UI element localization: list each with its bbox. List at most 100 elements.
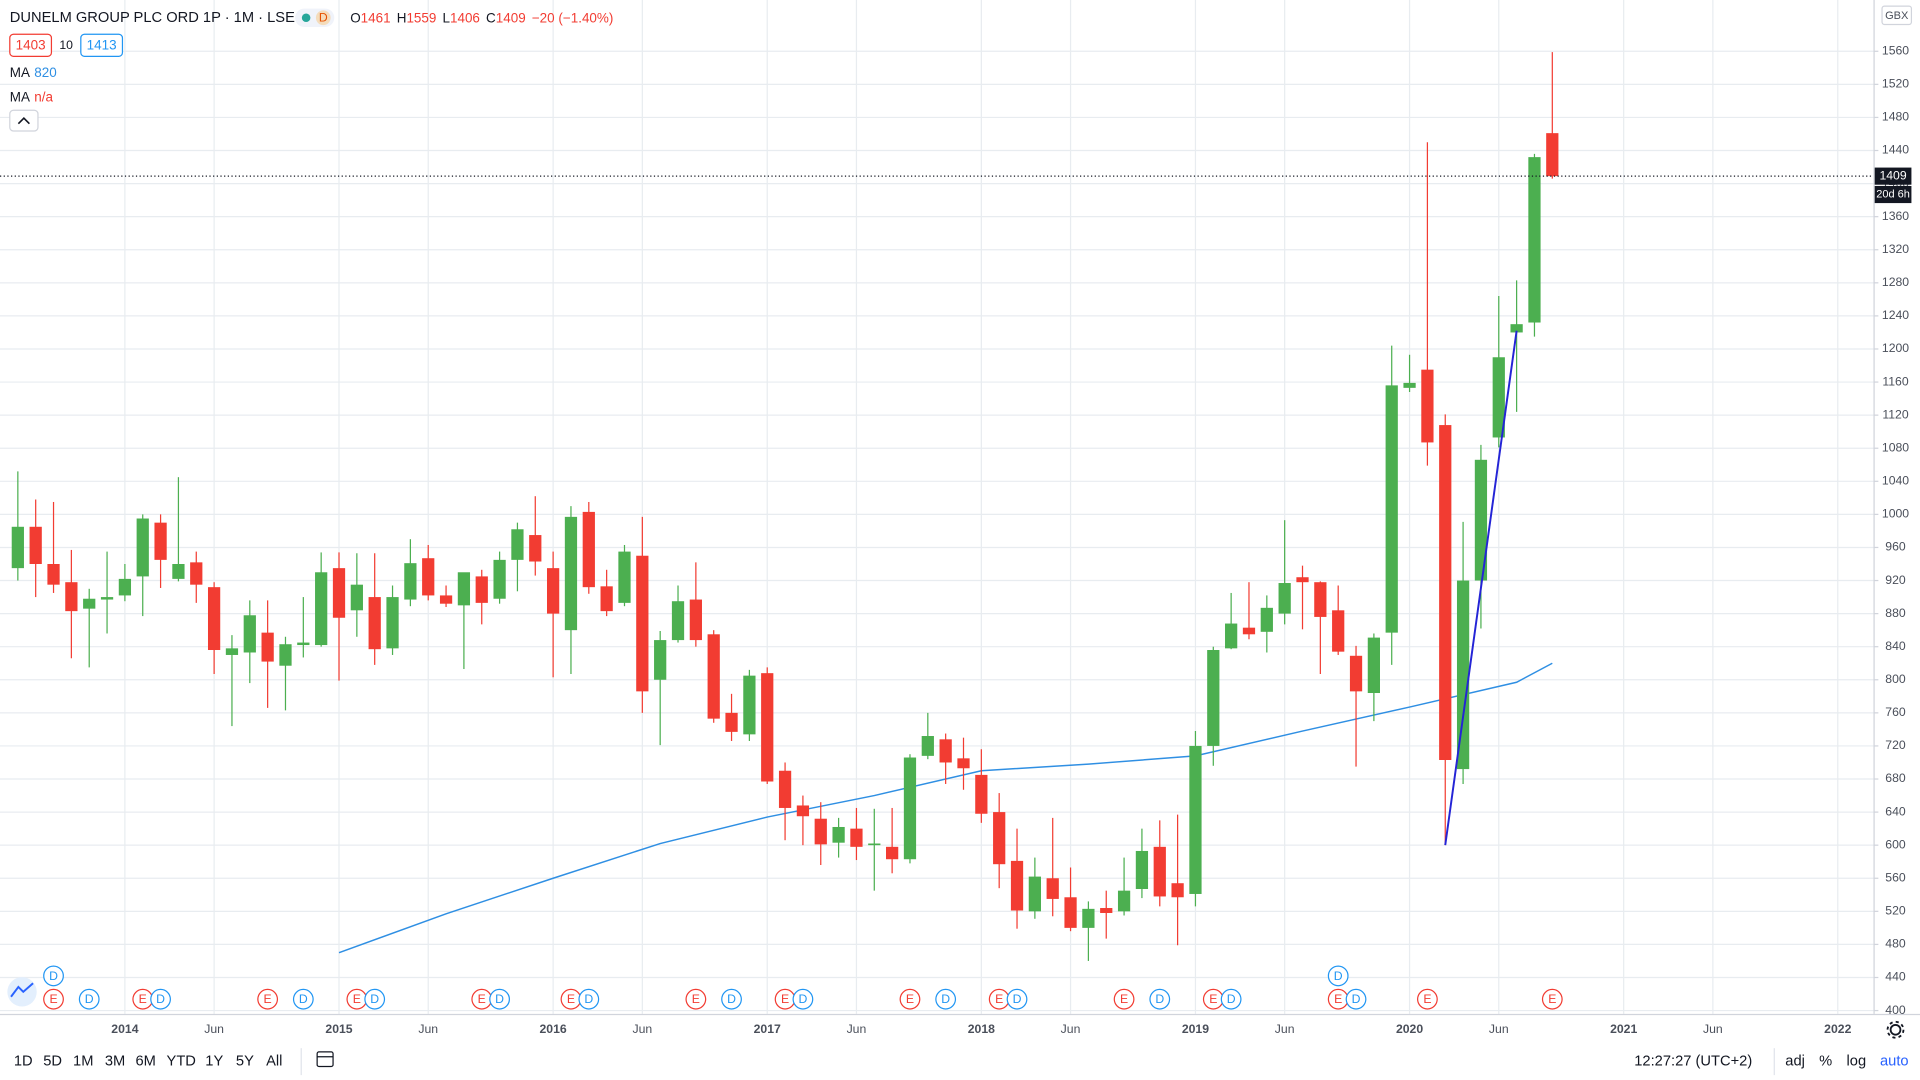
range-button[interactable]: 1D xyxy=(14,1054,33,1070)
y-tick-label: 560 xyxy=(1885,870,1906,884)
event-marker[interactable] xyxy=(292,988,314,1010)
ohlc-change: −20 (−1.40%) xyxy=(532,10,614,25)
calendar-icon[interactable] xyxy=(316,1051,334,1068)
event-marker[interactable] xyxy=(935,988,957,1010)
range-button[interactable]: YTD xyxy=(167,1054,196,1070)
event-marker[interactable] xyxy=(899,988,921,1010)
x-tick-label: 2019 xyxy=(1182,1022,1209,1036)
indicator-name: MA xyxy=(10,90,30,105)
x-tick-label: Jun xyxy=(1061,1022,1081,1036)
event-marker[interactable] xyxy=(792,988,814,1010)
event-marker[interactable] xyxy=(43,988,64,1010)
candle-body xyxy=(332,568,346,618)
range-button[interactable]: 5Y xyxy=(236,1054,254,1070)
event-label: D xyxy=(1013,992,1022,1006)
y-tick-label: 1280 xyxy=(1882,275,1909,289)
candle-body xyxy=(1135,850,1149,890)
ohlc-legend: O1461 H1559 L1406 C1409 −20 (−1.40%) xyxy=(350,10,613,25)
currency-box[interactable] xyxy=(1881,5,1913,26)
scale-option[interactable]: adj xyxy=(1785,1054,1805,1070)
event-marker[interactable] xyxy=(43,965,64,987)
status-dot xyxy=(301,13,311,23)
event-marker[interactable] xyxy=(257,988,279,1010)
event-marker[interactable] xyxy=(1416,988,1438,1010)
candle-body xyxy=(1028,876,1041,912)
x-tick-label: 2017 xyxy=(754,1022,781,1036)
event-marker[interactable] xyxy=(1006,988,1028,1010)
y-tick-label: 720 xyxy=(1885,738,1906,752)
y-tick-label: 1440 xyxy=(1882,143,1909,157)
event-marker[interactable] xyxy=(1220,988,1242,1010)
candle-body xyxy=(654,640,667,680)
candle-body xyxy=(832,826,845,843)
candle-body xyxy=(207,587,221,651)
candle-body xyxy=(796,805,810,817)
x-tick-label: Jun xyxy=(847,1022,867,1036)
x-tick-label: 2016 xyxy=(540,1022,567,1036)
ask-box[interactable] xyxy=(80,33,124,57)
last-price-label: 1409 xyxy=(1879,168,1906,182)
collapse-button[interactable] xyxy=(9,109,39,132)
symbol-title: DUNELM GROUP PLC ORD 1P · 1M · LSE xyxy=(10,10,295,26)
range-button[interactable]: 5D xyxy=(43,1054,62,1070)
indicator-value: n/a xyxy=(34,90,53,105)
event-marker[interactable] xyxy=(1541,988,1563,1010)
indicator-legend: MA 820 MA n/a xyxy=(10,65,57,104)
candle-body xyxy=(636,555,649,692)
event-marker[interactable] xyxy=(78,988,100,1010)
candle-body xyxy=(368,597,381,650)
event-marker[interactable] xyxy=(1113,988,1135,1010)
scale-option[interactable]: auto xyxy=(1880,1054,1909,1070)
event-marker[interactable] xyxy=(1327,965,1349,987)
candle-body xyxy=(315,572,328,646)
candle-body xyxy=(65,582,78,612)
event-marker[interactable] xyxy=(1149,988,1171,1010)
candle-body xyxy=(778,770,792,808)
candle-body xyxy=(1403,382,1416,388)
bid-box[interactable] xyxy=(9,33,53,57)
candle-body xyxy=(136,518,149,577)
event-marker[interactable] xyxy=(364,988,386,1010)
y-tick-label: 960 xyxy=(1885,540,1906,554)
x-tick-label: Jun xyxy=(1275,1022,1295,1036)
ohlc-value: 1406 xyxy=(450,10,480,25)
candle-body xyxy=(1296,577,1309,583)
candle-body xyxy=(190,562,203,585)
event-marker[interactable] xyxy=(721,988,742,1010)
event-label: E xyxy=(1334,992,1342,1006)
candle-body xyxy=(404,563,417,600)
candle-body xyxy=(297,642,310,646)
event-marker[interactable] xyxy=(685,988,707,1010)
candle-body xyxy=(1100,908,1113,913)
event-label: D xyxy=(798,992,807,1006)
scale-option[interactable]: % xyxy=(1819,1054,1832,1070)
x-tick-label: 2021 xyxy=(1610,1022,1637,1036)
candle-body xyxy=(1546,133,1559,177)
candle-body xyxy=(1207,650,1220,746)
event-marker[interactable] xyxy=(489,988,511,1010)
settings-icon[interactable] xyxy=(1889,1023,1902,1036)
candle-body xyxy=(1242,627,1256,635)
range-button[interactable]: 6M xyxy=(136,1054,156,1070)
event-marker[interactable] xyxy=(578,988,600,1010)
scale-option[interactable]: log xyxy=(1847,1054,1867,1070)
y-tick-label: 1520 xyxy=(1882,77,1909,91)
event-marker[interactable] xyxy=(150,988,171,1010)
range-button[interactable]: 1Y xyxy=(205,1054,223,1070)
candle-body xyxy=(671,601,685,641)
event-label: D xyxy=(727,992,736,1006)
candle-body xyxy=(225,648,239,655)
plot-layer: EDD E D E D E D E D E D E D E D E D E D E D E D EDD E E xyxy=(0,52,1874,1010)
candle-body xyxy=(47,564,60,585)
moving-average xyxy=(338,662,1553,954)
range-button[interactable]: 3M xyxy=(105,1054,125,1070)
candle-body xyxy=(1349,655,1363,692)
range-button[interactable]: 1M xyxy=(73,1054,93,1070)
y-tick-label: 1040 xyxy=(1882,474,1909,488)
ohlc-key: H xyxy=(397,10,407,25)
range-button[interactable]: All xyxy=(266,1054,282,1070)
ohlc-value: 1461 xyxy=(361,10,391,25)
event-marker[interactable] xyxy=(1345,988,1367,1010)
